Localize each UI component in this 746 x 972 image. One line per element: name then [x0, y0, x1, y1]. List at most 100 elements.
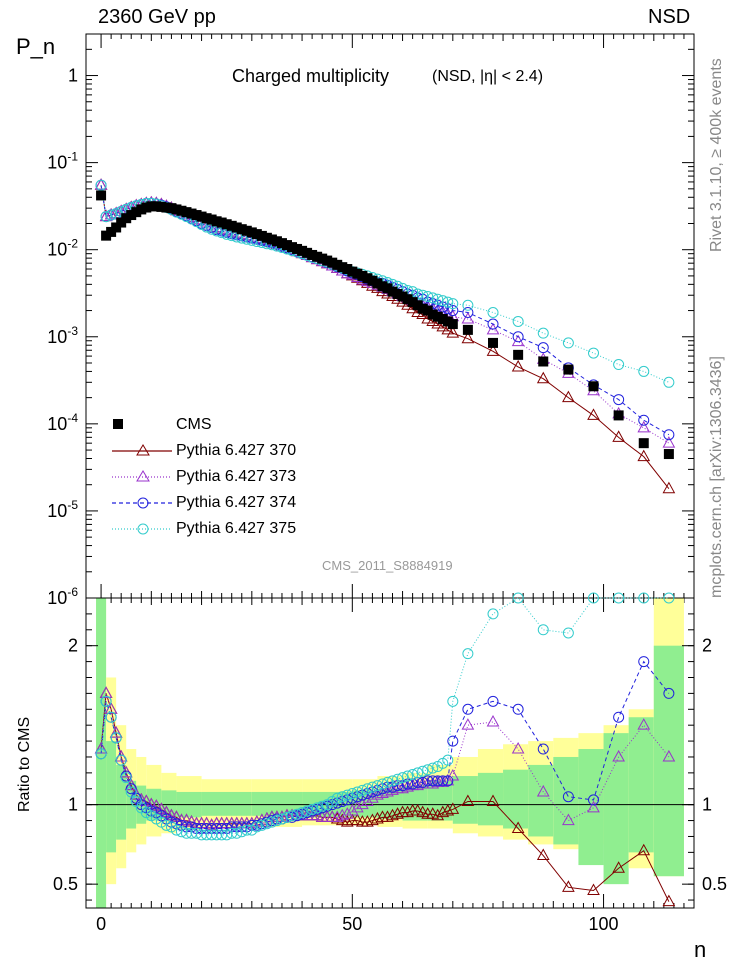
- tick-base: 10: [47, 588, 67, 608]
- data-point-p375: [422, 291, 434, 303]
- data-point-p373: [356, 797, 369, 810]
- data-point-p375: [105, 209, 117, 221]
- series-line-p373: [100, 185, 670, 444]
- data-point-cms: [126, 210, 137, 221]
- data-point-p370: [486, 344, 500, 356]
- data-point-cms: [462, 324, 473, 335]
- tick-base: 10: [47, 240, 67, 260]
- data-point-cms: [287, 242, 298, 253]
- data-point-p374: [462, 703, 474, 715]
- legend-marker-circle: [137, 523, 149, 535]
- data-point-cms: [357, 270, 368, 281]
- data-point-p375: [412, 767, 424, 779]
- data-point-p375: [407, 768, 419, 780]
- data-point-p375: [381, 776, 393, 788]
- data-point-cms: [488, 337, 499, 348]
- data-point-cms: [432, 311, 443, 322]
- data-point-cms: [156, 201, 167, 212]
- data-point-p370: [461, 331, 475, 344]
- data-point-p375: [311, 802, 323, 814]
- data-point-p373: [426, 776, 440, 789]
- data-point-cms: [412, 300, 423, 311]
- data-point-p375: [105, 711, 117, 723]
- data-point-p370: [562, 390, 575, 403]
- data-point-p375: [120, 772, 132, 784]
- x-tick-label: 50: [342, 914, 362, 934]
- data-point-p375: [537, 327, 549, 339]
- data-point-p375: [110, 208, 122, 220]
- legend-item-cms: CMS: [112, 412, 296, 438]
- data-point-p370: [361, 815, 374, 827]
- data-point-cms: [221, 219, 232, 230]
- data-point-cms: [382, 283, 393, 294]
- legend-label-cms: CMS: [176, 416, 212, 433]
- data-point-cms: [146, 201, 157, 212]
- data-point-p370: [386, 808, 399, 821]
- data-point-p373: [436, 775, 450, 787]
- data-point-cms: [241, 225, 252, 236]
- data-point-p370: [612, 861, 625, 873]
- y-tick-label: 10-3: [47, 324, 78, 347]
- data-point-p375: [266, 816, 278, 828]
- data-point-p370: [637, 843, 651, 856]
- legend-marker-triangle: [136, 470, 150, 482]
- data-point-p374: [437, 775, 449, 787]
- data-point-p373: [345, 803, 359, 816]
- data-point-p375: [437, 295, 449, 307]
- data-point-p373: [637, 718, 651, 730]
- data-point-p374: [512, 703, 524, 715]
- data-point-p373: [401, 780, 414, 792]
- data-point-cms: [417, 303, 428, 314]
- data-point-p375: [281, 811, 293, 823]
- data-point-p375: [663, 376, 675, 388]
- data-point-cms: [271, 236, 282, 247]
- legend-label-373: Pythia 6.427 373: [176, 468, 297, 485]
- data-point-p373: [350, 800, 364, 813]
- data-point-p370: [431, 808, 445, 821]
- data-point-p373: [486, 714, 500, 727]
- data-point-p375: [427, 762, 439, 774]
- data-point-p375: [336, 791, 348, 803]
- data-point-p375: [638, 365, 650, 377]
- data-point-p375: [231, 827, 243, 839]
- data-point-p370: [587, 883, 600, 896]
- data-point-p373: [99, 686, 113, 698]
- data-point-cms: [332, 259, 343, 270]
- data-point-cms: [427, 309, 438, 320]
- data-point-cms: [166, 203, 177, 214]
- data-point-cms: [106, 226, 117, 237]
- legend-label-370: Pythia 6.427 370: [176, 442, 297, 459]
- data-point-p375: [95, 179, 107, 191]
- legend-label-375: Pythia 6.427 375: [176, 520, 297, 537]
- data-point-p374: [537, 342, 549, 354]
- data-point-p375: [442, 296, 454, 308]
- data-point-p375: [588, 347, 600, 359]
- data-point-cms: [352, 268, 363, 279]
- data-point-p373: [562, 813, 575, 826]
- data-point-p374: [638, 656, 650, 668]
- y-tick-label: 10-6: [47, 585, 78, 608]
- data-point-p374: [487, 318, 499, 330]
- legend-item-370: Pythia 6.427 370: [112, 438, 296, 464]
- tick-exponent: -2: [67, 237, 78, 251]
- y-axis-label-main: P_n: [16, 34, 56, 59]
- ratio-band-green: [528, 764, 554, 837]
- data-point-cms: [171, 204, 182, 215]
- data-point-p375: [331, 792, 343, 804]
- tick-exponent: -4: [67, 411, 78, 425]
- tick-base: 10: [47, 414, 67, 434]
- data-point-p375: [356, 784, 368, 796]
- data-point-p374: [462, 307, 474, 319]
- data-point-p374: [537, 743, 549, 755]
- data-point-p370: [511, 821, 525, 834]
- legend: CMS Pythia 6.427 370 Pythia 6.427 373 Py…: [112, 412, 296, 542]
- data-point-p373: [587, 800, 600, 813]
- data-point-p375: [613, 592, 625, 604]
- data-point-p375: [447, 298, 459, 310]
- data-point-p370: [366, 813, 379, 826]
- data-point-p375: [160, 819, 172, 831]
- data-point-p370: [511, 359, 525, 372]
- data-point-cms: [513, 349, 524, 360]
- data-point-cms: [442, 316, 453, 327]
- data-point-p375: [256, 819, 268, 831]
